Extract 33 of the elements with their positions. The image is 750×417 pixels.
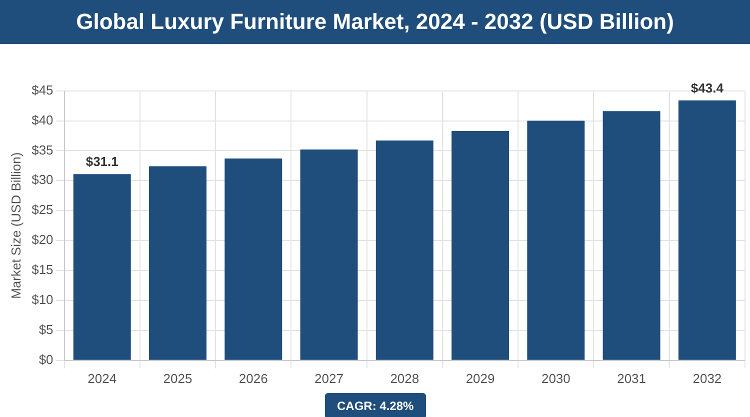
chart-title: Global Luxury Furniture Market, 2024 - 2032 (USD Billion) <box>0 0 750 44</box>
bar <box>602 111 660 360</box>
x-tick-label: 2026 <box>238 370 268 386</box>
y-tick-label: $40 <box>32 112 54 128</box>
y-tick-label: $25 <box>32 202 54 218</box>
bar <box>376 140 434 360</box>
bar <box>527 120 585 360</box>
bar <box>149 166 206 360</box>
y-tick-label: $0 <box>38 352 54 367</box>
x-tick-label: 2024 <box>88 370 117 386</box>
x-tick-label: 2029 <box>466 370 495 386</box>
x-tick-label: 2027 <box>314 370 344 386</box>
y-tick-label: $5 <box>38 322 54 338</box>
x-tick-label: 2031 <box>617 370 646 386</box>
y-tick-label: $35 <box>32 142 54 158</box>
y-tick-label: $20 <box>32 232 54 248</box>
data-label: $31.1 <box>86 154 118 170</box>
bar <box>678 100 736 360</box>
data-label: $43.4 <box>690 80 724 96</box>
x-tick-label: 2032 <box>692 370 722 386</box>
y-tick-label: $30 <box>32 172 54 188</box>
y-axis-title: Market Size (USD Billion) <box>8 152 24 299</box>
bar <box>73 174 131 360</box>
bar <box>300 150 358 360</box>
y-tick-label: $10 <box>32 292 54 308</box>
bar <box>452 130 510 360</box>
y-tick-label: $15 <box>32 262 54 278</box>
x-tick-label: 2028 <box>390 370 420 386</box>
bar <box>224 158 282 360</box>
text: CAGR: 4.28% <box>325 393 426 417</box>
y-tick-label: $45 <box>32 82 54 98</box>
x-tick-label: 2025 <box>163 370 192 386</box>
x-tick-label: 2030 <box>541 370 570 386</box>
